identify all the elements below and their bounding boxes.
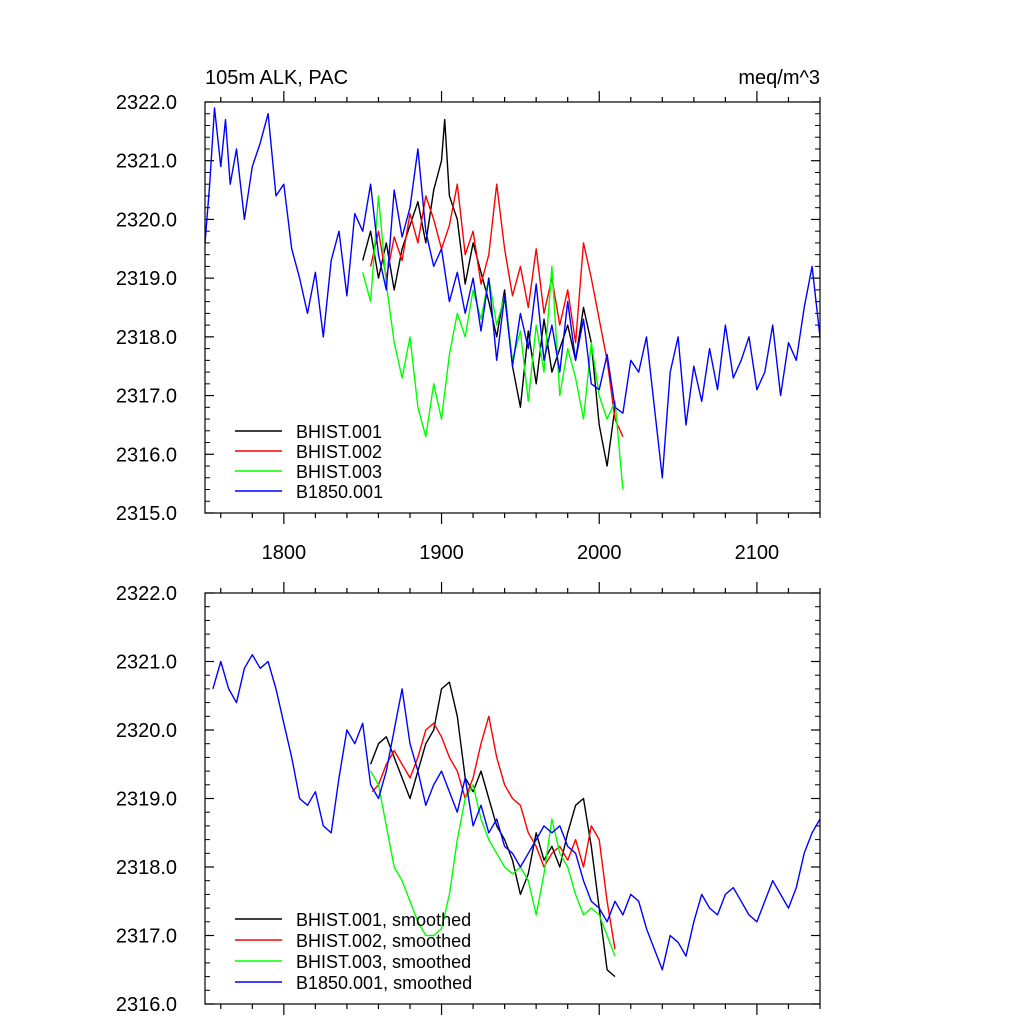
top-legend: BHIST.001 BHIST.002 BHIST.003 B1850.001 xyxy=(235,422,383,502)
y-tick-label: 2317.0 xyxy=(116,386,177,408)
series-line-b1850-001-smoothed xyxy=(212,654,821,971)
x-tick-label: 1800 xyxy=(262,542,307,564)
legend-label: BHIST.002 xyxy=(296,442,382,462)
bottom-plot-frame xyxy=(204,592,821,1005)
y-tick-label: 2320.0 xyxy=(116,209,177,231)
y-tick-label: 2318.0 xyxy=(116,857,177,879)
y-tick-label: 2316.0 xyxy=(116,994,177,1016)
legend-label: BHIST.001, smoothed xyxy=(296,910,471,930)
y-tick-label: 2316.0 xyxy=(116,444,177,466)
legend-label: BHIST.001 xyxy=(296,422,382,442)
title-left: 105m ALK, PAC xyxy=(205,67,348,89)
legend-label: B1850.001, smoothed xyxy=(296,973,472,993)
bottom-legend: BHIST.001, smoothed BHIST.002, smoothed … xyxy=(235,910,472,993)
y-tick-label: 2318.0 xyxy=(116,327,177,349)
legend-label: BHIST.003 xyxy=(296,462,382,482)
bottom-y-tick-labels: 2316.0 2317.0 2318.0 2319.0 2320.0 2321.… xyxy=(116,583,177,1016)
legend-label: BHIST.002, smoothed xyxy=(296,931,471,951)
y-tick-label: 2322.0 xyxy=(116,92,177,114)
x-tick-label: 1900 xyxy=(419,542,464,564)
y-tick-label: 2319.0 xyxy=(116,789,177,811)
y-tick-label: 2322.0 xyxy=(116,583,177,605)
y-tick-label: 2315.0 xyxy=(116,503,177,525)
legend-label: B1850.001 xyxy=(296,482,383,502)
series-line-bhist-001-smoothed xyxy=(369,681,616,978)
y-tick-label: 2319.0 xyxy=(116,268,177,290)
series-line-bhist-002 xyxy=(369,183,624,437)
series-line-bhist-003-smoothed xyxy=(369,770,616,957)
series-line-b1850-001 xyxy=(204,107,821,479)
top-series xyxy=(204,107,821,490)
top-x-tick-labels: 1800 1900 2000 2100 xyxy=(262,542,780,564)
legend-label: BHIST.003, smoothed xyxy=(296,952,471,972)
x-tick-label: 2100 xyxy=(735,542,780,564)
series-line-bhist-001 xyxy=(362,118,616,467)
x-tick-label: 2000 xyxy=(577,542,622,564)
y-tick-label: 2320.0 xyxy=(116,720,177,742)
bottom-panel: 2316.0 2317.0 2318.0 2319.0 2320.0 2321.… xyxy=(116,582,821,1016)
y-tick-label: 2321.0 xyxy=(116,151,177,173)
series-line-bhist-003 xyxy=(362,195,624,490)
y-tick-label: 2317.0 xyxy=(116,926,177,948)
title-right: meq/m^3 xyxy=(738,67,820,89)
bottom-series xyxy=(212,654,821,978)
top-panel: 105m ALK, PAC meq/m^3 2315.0 2316.0 2317… xyxy=(116,67,821,564)
top-plot-frame xyxy=(204,101,821,514)
y-tick-label: 2321.0 xyxy=(116,652,177,674)
top-y-tick-labels: 2315.0 2316.0 2317.0 2318.0 2319.0 2320.… xyxy=(116,92,177,525)
series-line-bhist-002-smoothed xyxy=(371,715,616,950)
